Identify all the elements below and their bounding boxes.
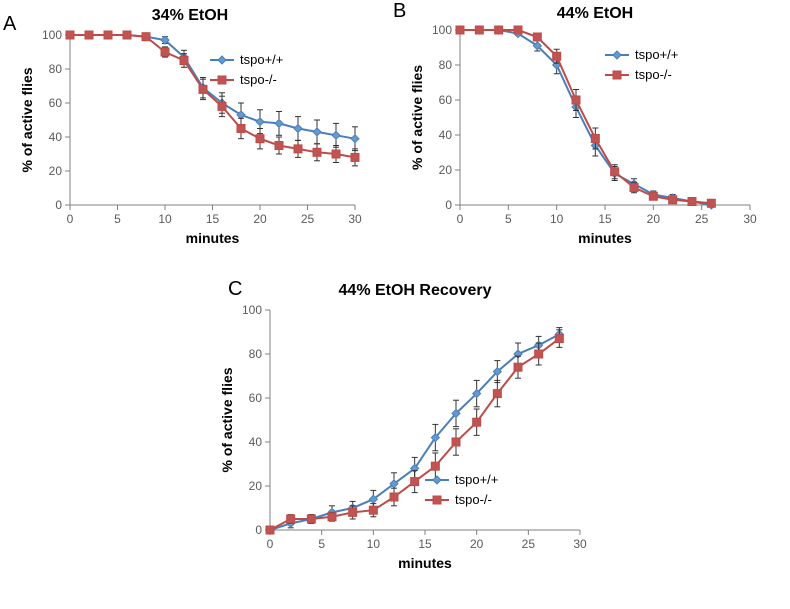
- figure-container: { "colors": { "series_wt": "#4a7ebb", "s…: [0, 0, 790, 609]
- svg-text:10: 10: [550, 212, 564, 226]
- svg-text:tspo-/-: tspo-/-: [455, 492, 492, 507]
- chart-A: 0 20 40 60 80 100 0 5 10 15 20 25 30 % of active flie…: [10, 25, 385, 265]
- svg-text:15: 15: [206, 212, 220, 226]
- svg-text:100: 100: [242, 303, 262, 317]
- svg-text:15: 15: [598, 212, 612, 226]
- svg-text:minutes: minutes: [186, 230, 240, 246]
- svg-text:80: 80: [49, 62, 63, 76]
- svg-text:25: 25: [522, 537, 536, 551]
- svg-text:% of active flies: % of active flies: [219, 367, 235, 472]
- svg-text:60: 60: [249, 391, 263, 405]
- legend: tspo+/+ tspo-/-: [210, 52, 283, 87]
- svg-text:0: 0: [255, 523, 262, 537]
- svg-text:tspo-/-: tspo-/-: [635, 67, 672, 82]
- svg-text:0: 0: [457, 212, 464, 226]
- svg-text:20: 20: [647, 212, 661, 226]
- legend: tspo+/+ tspo-/-: [425, 472, 498, 507]
- svg-text:80: 80: [439, 58, 453, 72]
- svg-text:5: 5: [505, 212, 512, 226]
- svg-text:25: 25: [301, 212, 315, 226]
- svg-text:25: 25: [695, 212, 709, 226]
- svg-text:30: 30: [573, 537, 587, 551]
- svg-text:20: 20: [49, 164, 63, 178]
- svg-text:20: 20: [253, 212, 267, 226]
- svg-text:10: 10: [158, 212, 172, 226]
- svg-text:60: 60: [49, 96, 63, 110]
- svg-text:80: 80: [249, 347, 263, 361]
- svg-text:40: 40: [49, 130, 63, 144]
- svg-text:20: 20: [470, 537, 484, 551]
- svg-text:tspo+/+: tspo+/+: [455, 472, 498, 487]
- svg-text:20: 20: [249, 479, 263, 493]
- svg-text:0: 0: [445, 198, 452, 212]
- svg-text:minutes: minutes: [398, 555, 452, 571]
- svg-text:40: 40: [249, 435, 263, 449]
- svg-text:100: 100: [42, 28, 62, 42]
- svg-text:% of active flies: % of active flies: [409, 65, 425, 170]
- svg-text:0: 0: [55, 198, 62, 212]
- svg-text:20: 20: [439, 163, 453, 177]
- svg-text:40: 40: [439, 128, 453, 142]
- svg-text:100: 100: [432, 23, 452, 37]
- svg-text:% of active flies: % of active flies: [19, 67, 35, 172]
- svg-text:30: 30: [348, 212, 362, 226]
- legend: tspo+/+ tspo-/-: [605, 47, 678, 82]
- chart-B: 0 20 40 60 80 100 0 5 10 15 20 25 30 % of active flie…: [400, 20, 780, 265]
- panel-label-C: C: [228, 278, 242, 301]
- chart-C: 0 20 40 60 80 100 0 5 10 15 20 25 30 % of active flie…: [200, 300, 620, 600]
- svg-text:tspo+/+: tspo+/+: [240, 52, 283, 67]
- svg-text:tspo-/-: tspo-/-: [240, 72, 277, 87]
- svg-text:minutes: minutes: [578, 230, 632, 246]
- panel-title-C: 44% EtOH Recovery: [285, 282, 545, 300]
- svg-text:0: 0: [67, 212, 74, 226]
- svg-text:5: 5: [318, 537, 325, 551]
- svg-text:5: 5: [114, 212, 121, 226]
- svg-text:0: 0: [267, 537, 274, 551]
- svg-text:30: 30: [743, 212, 757, 226]
- svg-text:10: 10: [367, 537, 381, 551]
- svg-text:15: 15: [418, 537, 432, 551]
- svg-text:60: 60: [439, 93, 453, 107]
- panel-title-A: 34% EtOH: [60, 7, 320, 25]
- svg-text:tspo+/+: tspo+/+: [635, 47, 678, 62]
